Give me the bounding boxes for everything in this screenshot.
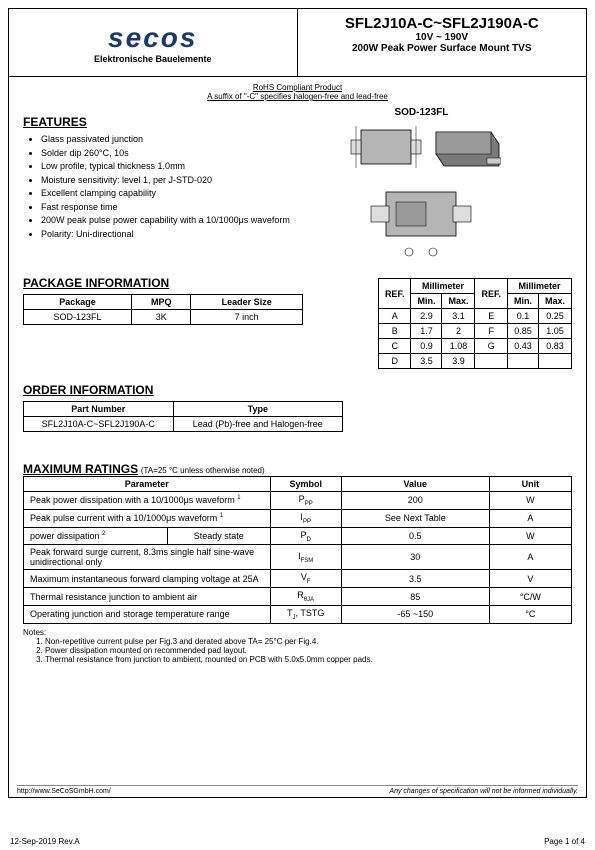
table-header: Package (24, 295, 132, 310)
footer-disclaimer: Any changes of specification will not be… (389, 788, 578, 795)
feature-item: Moisture sensitivity: level 1, per J-STD… (41, 174, 341, 188)
part-title: SFL2J10A-C~SFL2J190A-C (304, 15, 581, 32)
notes-title: Notes: (23, 628, 46, 637)
order-info-block: ORDER INFORMATION Part NumberTypeSFL2J10… (23, 383, 572, 432)
table-header: Unit (489, 477, 571, 492)
footer-inner: http://www.SeCoSGmbH.com/ Any changes of… (17, 785, 578, 795)
max-ratings-title: MAXIMUM RATINGS (23, 462, 138, 476)
feature-item: Low profile, typical thickness 1.0mm (41, 160, 341, 174)
note-item: Thermal resistance from junction to ambi… (45, 655, 572, 664)
table-cell: 3K (132, 310, 191, 325)
footer-url: http://www.SeCoSGmbH.com/ (17, 788, 111, 795)
table-cell: SFL2J10A-C~SFL2J190A-C (24, 417, 174, 432)
max-ratings-note: (TA=25 °C unless otherwise noted) (141, 466, 265, 475)
feature-item: Fast response time (41, 201, 341, 215)
feature-item: 200W peak pulse power capability with a … (41, 214, 341, 228)
feature-item: Excellent clamping capability (41, 187, 341, 201)
dimension-table: REF.MillimeterREF.MillimeterMin.Max.Min.… (378, 278, 572, 369)
feature-item: Solder dip 260°C, 10s (41, 147, 341, 161)
package-info-block: PACKAGE INFORMATION PackageMPQLeader Siz… (23, 268, 303, 325)
page-border: secos Elektronische Bauelemente SFL2J10A… (8, 8, 587, 798)
max-ratings-table: ParameterSymbolValueUnitPeak power dissi… (23, 476, 572, 624)
order-info-title: ORDER INFORMATION (23, 383, 572, 397)
note-item: Power dissipation mounted on recommended… (45, 646, 572, 655)
table-header: Symbol (270, 477, 341, 492)
order-info-table: Part NumberTypeSFL2J10A-C~SFL2J190A-CLea… (23, 401, 343, 432)
package-label: SOD-123FL (394, 107, 448, 118)
max-ratings-block: MAXIMUM RATINGS (TA=25 °C unless otherwi… (23, 462, 572, 624)
logo-text: secos (108, 22, 197, 54)
features-title: FEATURES (23, 115, 341, 129)
notes-list: Non-repetitive current pulse per Fig.3 a… (23, 637, 572, 664)
table-cell: 7 inch (191, 310, 303, 325)
table-header: Part Number (24, 402, 174, 417)
table-header: Parameter (24, 477, 271, 492)
package-info-title: PACKAGE INFORMATION (23, 276, 303, 290)
voltage-range: 10V ~ 190V (304, 32, 581, 43)
table-header: Leader Size (191, 295, 303, 310)
header: secos Elektronische Bauelemente SFL2J10A… (9, 9, 586, 77)
note-item: Non-repetitive current pulse per Fig.3 a… (45, 637, 572, 646)
title-cell: SFL2J10A-C~SFL2J190A-C 10V ~ 190V 200W P… (298, 9, 587, 76)
dimension-table-block: REF.MillimeterREF.MillimeterMin.Max.Min.… (378, 278, 572, 369)
notes-block: Notes: Non-repetitive current pulse per … (23, 628, 572, 664)
table-header: Value (341, 477, 489, 492)
table-header: Type (173, 402, 342, 417)
package-diagram-icon (341, 122, 501, 262)
product-desc: 200W Peak Power Surface Mount TVS (304, 43, 581, 54)
package-info-table: PackageMPQLeader Size SOD-123FL3K7 inch (23, 294, 303, 325)
feature-item: Glass passivated junction (41, 133, 341, 147)
features-row: FEATURES Glass passivated junctionSolder… (23, 107, 572, 262)
rohs-line1: RoHS Compliant Product (253, 83, 342, 92)
features-block: FEATURES Glass passivated junctionSolder… (23, 107, 341, 262)
logo-cell: secos Elektronische Bauelemente (9, 9, 298, 76)
table-cell: SOD-123FL (24, 310, 132, 325)
content: FEATURES Glass passivated junctionSolder… (9, 107, 586, 664)
features-list: Glass passivated junctionSolder dip 260°… (23, 133, 341, 241)
rohs-line2: A suffix of "-C" specifies halogen-free … (207, 92, 388, 101)
table-header: MPQ (132, 295, 191, 310)
package-diagram-block: SOD-123FL (341, 107, 501, 262)
rohs-block: RoHS Compliant Product A suffix of "-C" … (9, 83, 586, 101)
logo-subtitle: Elektronische Bauelemente (94, 54, 212, 64)
table-cell: Lead (Pb)-free and Halogen-free (173, 417, 342, 432)
package-info-row: PACKAGE INFORMATION PackageMPQLeader Siz… (23, 268, 572, 369)
feature-item: Polarity: Uni-directional (41, 228, 341, 242)
